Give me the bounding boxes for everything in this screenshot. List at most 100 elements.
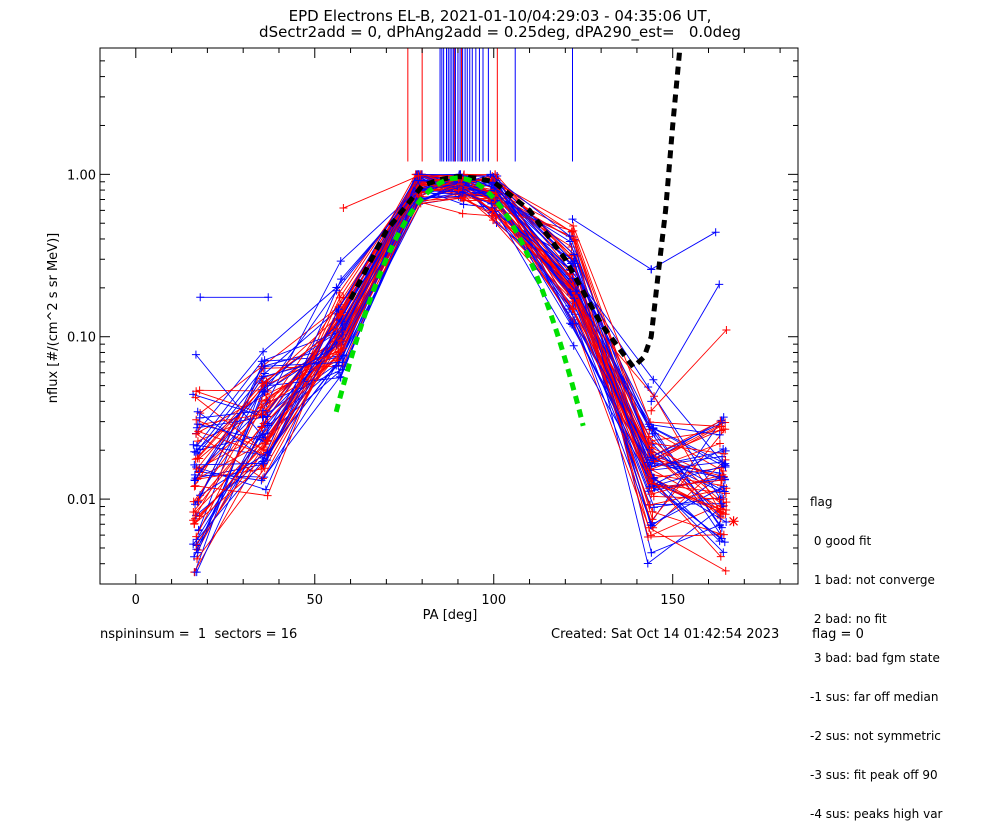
- plus-marker: [264, 293, 273, 302]
- plus-marker: [716, 495, 725, 504]
- chart-subtitle: dSectr2add = 0, dPhAng2add = 0.25deg, dP…: [259, 23, 741, 41]
- plus-marker: [568, 215, 577, 224]
- plus-marker: [649, 375, 658, 384]
- plus-marker: [717, 422, 726, 431]
- x-tick-label: 150: [660, 593, 685, 608]
- plus-marker: [263, 491, 272, 500]
- plus-marker: [338, 358, 347, 367]
- flag-legend: flag 0 good fit 1 bad: not converge 2 ba…: [810, 470, 942, 834]
- plus-marker: [456, 179, 465, 188]
- plus-marker: [190, 476, 199, 485]
- plus-marker: [195, 512, 204, 521]
- plus-marker: [647, 490, 656, 499]
- plus-marker: [643, 559, 652, 568]
- plus-marker: [649, 454, 658, 463]
- plus-marker: [715, 537, 724, 546]
- plus-marker: [190, 519, 199, 528]
- plus-marker: [715, 280, 724, 289]
- plus-marker: [193, 554, 202, 563]
- plus-marker: [258, 379, 267, 388]
- y-tick-label: 0.10: [67, 331, 96, 346]
- gaussian-fit-curve: [333, 175, 586, 427]
- spectrum-line: [199, 196, 726, 469]
- plus-marker: [716, 552, 725, 561]
- plus-marker: [337, 275, 346, 284]
- plus-marker: [721, 566, 730, 575]
- plus-marker: [715, 439, 724, 448]
- plus-marker: [257, 476, 266, 485]
- plus-marker: [339, 352, 348, 361]
- axes-layer: 0 50 100 150 0.01 0.10 1.00: [67, 47, 798, 608]
- plus-marker: [650, 429, 659, 438]
- model-curve: [348, 47, 683, 371]
- plus-marker: [337, 336, 346, 345]
- plus-marker: [568, 305, 577, 314]
- plus-marker: [192, 465, 201, 474]
- x-tick-label: 0: [132, 593, 140, 608]
- plus-marker: [193, 420, 202, 429]
- plus-marker: [334, 305, 343, 314]
- legend-item: -3 sus: fit peak off 90: [810, 768, 938, 782]
- plus-marker: [192, 568, 201, 577]
- plus-marker: [336, 310, 345, 319]
- spectrum-segment: [572, 218, 652, 270]
- plus-marker: [722, 506, 731, 515]
- plus-marker: [195, 386, 204, 395]
- legend-item: 0 good fit: [810, 534, 872, 548]
- plus-marker: [645, 501, 654, 510]
- y-tick-label: 0.01: [67, 493, 96, 508]
- plus-marker: [719, 413, 728, 422]
- plus-marker: [192, 387, 201, 396]
- plus-marker: [716, 504, 725, 513]
- plus-marker: [719, 482, 728, 491]
- plus-marker: [193, 407, 202, 416]
- plus-marker: [722, 518, 731, 527]
- plus-marker: [460, 193, 469, 202]
- plus-marker: [718, 509, 727, 518]
- plus-marker: [717, 523, 726, 532]
- plus-marker: [720, 487, 729, 496]
- plus-marker: [647, 406, 656, 415]
- plus-marker: [189, 440, 198, 449]
- spectrum-segment: [650, 284, 720, 402]
- plot-frame: [99, 47, 799, 585]
- footer-spin-info: nspininsum = 1 sectors = 16: [100, 627, 298, 642]
- plus-marker: [191, 350, 200, 359]
- spectrum-line: [195, 197, 721, 537]
- spectrum-segment: [650, 329, 727, 412]
- y-tick-label: 1.00: [67, 168, 96, 183]
- plus-marker: [645, 432, 654, 441]
- footer-created: Created: Sat Oct 14 01:42:54 2023: [551, 627, 780, 642]
- chart-title: EPD Electrons EL-B, 2021-01-10/04:29:03 …: [288, 7, 712, 25]
- plus-marker: [259, 347, 268, 356]
- plus-marker: [646, 448, 655, 457]
- plus-marker: [645, 482, 654, 491]
- plus-marker: [414, 171, 423, 180]
- plus-marker: [719, 530, 728, 539]
- plus-marker: [193, 454, 202, 463]
- plus-marker: [719, 548, 728, 557]
- plus-marker: [263, 456, 272, 465]
- plus-marker: [644, 420, 653, 429]
- legend-item: -2 sus: not symmetric: [810, 729, 941, 743]
- plus-marker: [261, 485, 270, 494]
- plus-marker: [721, 461, 730, 470]
- legend-item: -4 sus: peaks high var: [810, 807, 943, 821]
- y-axis-label: nflux [#/(cm^2 s sr MeV)]: [46, 233, 61, 403]
- plus-marker: [719, 445, 728, 454]
- spectrum-line: [192, 186, 722, 521]
- plus-marker: [189, 516, 198, 525]
- legend-item: 2 bad: no fit: [810, 612, 887, 626]
- plus-marker: [488, 178, 497, 187]
- plus-marker: [647, 265, 656, 274]
- plus-marker: [339, 204, 348, 213]
- plus-marker: [644, 533, 653, 542]
- x-tick-label: 50: [306, 593, 323, 608]
- star-marker: [728, 516, 739, 527]
- plus-marker: [569, 221, 578, 230]
- plus-marker: [570, 250, 579, 259]
- spectrum-segment: [343, 175, 419, 209]
- plus-marker: [259, 372, 268, 381]
- legend-item: -1 sus: far off median: [810, 690, 939, 704]
- plus-marker: [191, 455, 200, 464]
